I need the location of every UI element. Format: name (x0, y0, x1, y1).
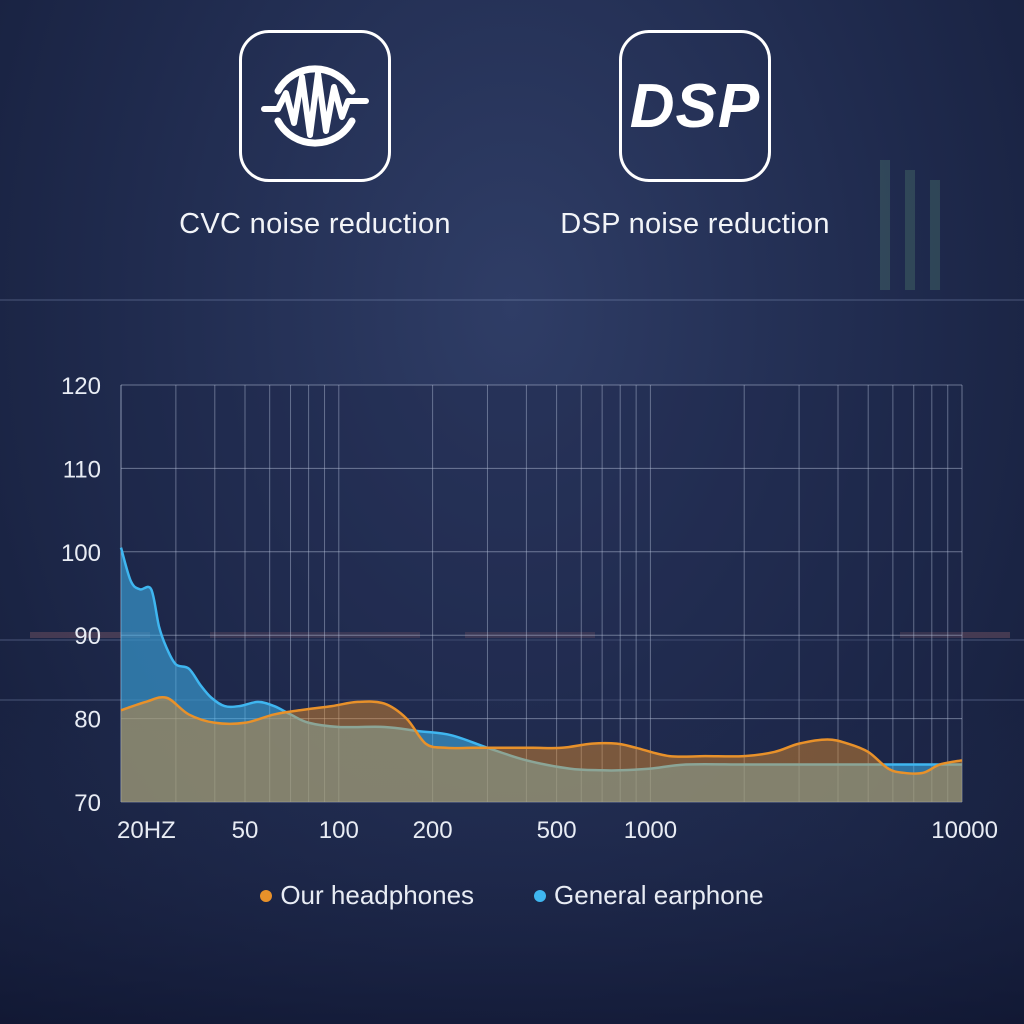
cvc-badge (239, 30, 391, 182)
legend-swatch-our-headphones (260, 889, 273, 902)
y-tick-label: 110 (63, 456, 101, 483)
feature-dsp: DSP DSP noise reduction (535, 30, 855, 241)
legend-item-our-headphones: Our headphones (260, 880, 474, 911)
x-tick-label: 50 (232, 817, 259, 844)
y-tick-label: 120 (61, 373, 101, 400)
series-area-our-headphones (121, 697, 962, 802)
dsp-caption: DSP noise reduction (560, 208, 830, 240)
dsp-badge: DSP (619, 30, 771, 182)
x-tick-label: 10000 (931, 817, 998, 844)
x-tick-label: 100 (319, 817, 359, 844)
series-line-general-earphone (119, 547, 962, 772)
x-tick-label: 200 (413, 817, 453, 844)
feature-cvc: CVC noise reduction (155, 30, 475, 241)
legend-label-our-headphones: Our headphones (280, 880, 475, 910)
y-tick-label: 80 (74, 707, 101, 734)
cvc-caption: CVC noise reduction (179, 208, 451, 240)
chart-legend: Our headphones General earphone (0, 880, 1024, 911)
series-area-general-earphone (121, 547, 962, 802)
dsp-icon: DSP (629, 71, 761, 141)
y-tick-label: 100 (61, 540, 101, 567)
legend-label-general-earphone: General earphone (554, 880, 764, 910)
x-tick-label: 500 (537, 817, 577, 844)
legend-swatch-general-earphone (534, 889, 547, 902)
sound-wave-circle-icon (261, 65, 369, 147)
y-tick-label: 70 (74, 790, 101, 817)
frequency-response-chart: 70 80 90 100 110 120 20HZ 50 100 200 500 1000 10000 (61, 373, 998, 844)
series-line-our-headphones (120, 695, 963, 775)
x-tick-label: 1000 (624, 817, 677, 844)
x-tick-label: 20HZ (117, 817, 176, 844)
legend-item-general-earphone: General earphone (534, 880, 764, 911)
y-tick-label: 90 (74, 623, 101, 650)
